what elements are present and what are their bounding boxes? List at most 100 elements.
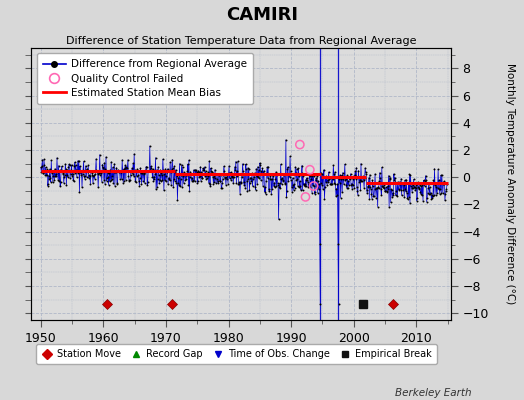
Point bbox=[363, 187, 371, 193]
Point bbox=[39, 170, 48, 176]
Point bbox=[234, 158, 242, 164]
Point bbox=[355, 174, 363, 180]
Point bbox=[115, 168, 124, 174]
Point bbox=[116, 169, 125, 175]
Point bbox=[88, 171, 96, 178]
Point bbox=[405, 194, 413, 200]
Point bbox=[322, 175, 331, 181]
Point bbox=[304, 184, 312, 190]
Point bbox=[346, 176, 354, 182]
Point bbox=[241, 184, 249, 191]
Point bbox=[260, 188, 269, 195]
Point bbox=[38, 156, 47, 163]
Point bbox=[305, 171, 313, 178]
Point bbox=[39, 170, 47, 176]
Point bbox=[202, 176, 210, 182]
Point bbox=[219, 172, 227, 178]
Point bbox=[351, 172, 359, 178]
Point bbox=[250, 170, 259, 176]
Point bbox=[310, 183, 318, 189]
Point bbox=[184, 157, 193, 163]
Point bbox=[298, 162, 306, 169]
Point bbox=[187, 171, 195, 177]
Point bbox=[253, 181, 261, 187]
Point bbox=[419, 177, 428, 184]
Point bbox=[442, 186, 451, 192]
Point bbox=[402, 176, 410, 183]
Point bbox=[289, 187, 298, 193]
Point bbox=[57, 178, 65, 185]
Point bbox=[188, 174, 196, 181]
Point bbox=[326, 181, 334, 187]
Point bbox=[59, 171, 68, 177]
Point bbox=[440, 181, 449, 187]
Point bbox=[146, 143, 154, 149]
Point bbox=[417, 190, 425, 197]
Point bbox=[125, 178, 134, 184]
Point bbox=[245, 187, 254, 193]
Point bbox=[141, 167, 150, 174]
Point bbox=[294, 165, 302, 172]
Point bbox=[89, 173, 97, 179]
Point bbox=[301, 194, 310, 200]
Point bbox=[90, 176, 99, 182]
Point bbox=[384, 183, 392, 189]
Point bbox=[398, 180, 406, 186]
Point bbox=[217, 184, 226, 191]
Point bbox=[174, 174, 183, 181]
Point bbox=[56, 183, 64, 190]
Point bbox=[241, 171, 249, 178]
Point bbox=[243, 188, 252, 194]
Point bbox=[151, 154, 160, 161]
Point bbox=[165, 176, 173, 182]
Point bbox=[261, 184, 269, 191]
Point bbox=[231, 167, 239, 174]
Point bbox=[336, 194, 345, 201]
Point bbox=[380, 182, 388, 188]
Point bbox=[263, 164, 271, 171]
Point bbox=[405, 171, 413, 178]
Point bbox=[320, 196, 329, 202]
Point bbox=[187, 178, 195, 184]
Point bbox=[389, 192, 398, 198]
Point bbox=[318, 182, 326, 188]
Point bbox=[169, 164, 177, 171]
Point bbox=[357, 178, 366, 184]
Point bbox=[70, 163, 79, 169]
Point bbox=[213, 171, 221, 177]
Point bbox=[248, 170, 256, 177]
Point bbox=[285, 172, 293, 178]
Legend: Station Move, Record Gap, Time of Obs. Change, Empirical Break: Station Move, Record Gap, Time of Obs. C… bbox=[36, 344, 436, 364]
Point bbox=[58, 167, 67, 174]
Point bbox=[287, 177, 296, 184]
Point bbox=[90, 172, 98, 179]
Point bbox=[437, 190, 445, 196]
Point bbox=[294, 172, 303, 179]
Point bbox=[74, 158, 82, 164]
Point bbox=[136, 174, 144, 181]
Point bbox=[119, 180, 127, 186]
Point bbox=[71, 170, 80, 176]
Point bbox=[127, 168, 135, 175]
Point bbox=[166, 177, 174, 184]
Point bbox=[403, 195, 411, 201]
Point bbox=[371, 171, 379, 177]
Point bbox=[219, 176, 227, 182]
Point bbox=[417, 183, 425, 190]
Point bbox=[95, 169, 103, 176]
Point bbox=[175, 182, 183, 188]
Point bbox=[423, 190, 432, 196]
Point bbox=[110, 169, 118, 175]
Point bbox=[315, 181, 323, 187]
Point bbox=[361, 175, 369, 182]
Point bbox=[84, 162, 92, 169]
Point bbox=[249, 176, 257, 182]
Point bbox=[330, 171, 338, 178]
Point bbox=[370, 186, 379, 192]
Point bbox=[163, 166, 172, 172]
Point bbox=[249, 174, 258, 180]
Point bbox=[117, 176, 126, 182]
Point bbox=[182, 172, 190, 179]
Point bbox=[372, 194, 380, 201]
Point bbox=[400, 194, 408, 200]
